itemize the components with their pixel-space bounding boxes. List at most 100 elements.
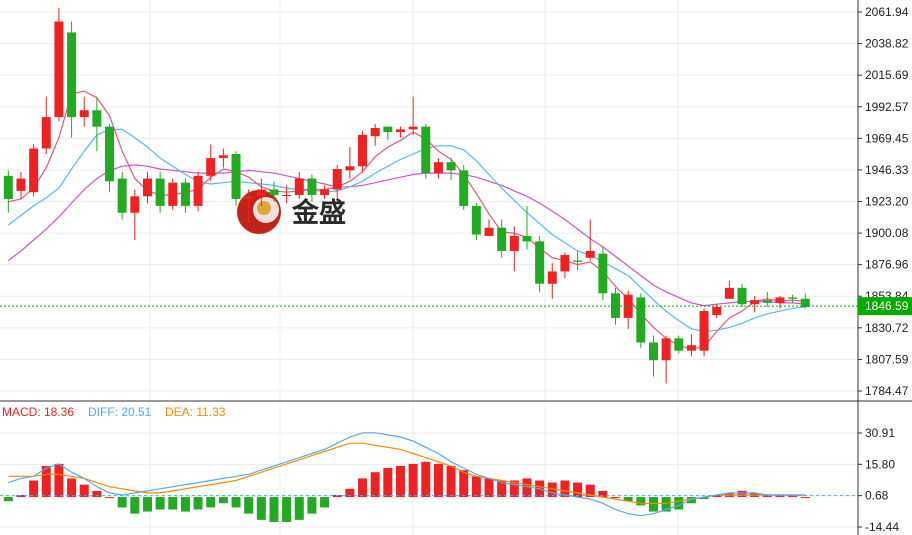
price-tick-label: 1992.57: [865, 100, 909, 114]
candle: [244, 189, 254, 223]
logo-text: 金盛: [291, 197, 346, 229]
macd-bar: [522, 478, 532, 498]
price-tick-label: 1876.96: [865, 258, 909, 272]
candle: [459, 164, 469, 210]
candle: [105, 123, 115, 193]
candle: [395, 126, 405, 138]
candle-body: [560, 255, 570, 272]
candle: [623, 290, 633, 329]
candle-body: [383, 126, 393, 133]
candle-body: [345, 166, 355, 171]
macd-tick-label: -14.44: [865, 520, 899, 534]
price-tick-label: 1830.72: [865, 321, 909, 335]
candle: [92, 96, 102, 152]
candle: [522, 205, 532, 250]
candle-body: [750, 300, 760, 305]
macd-bar: [509, 480, 519, 498]
macd-bar: [345, 488, 355, 498]
ma-short-line: [8, 90, 806, 350]
macd-bar: [484, 478, 494, 498]
macd-bar: [573, 482, 583, 498]
candle-body: [307, 178, 317, 195]
candle: [509, 226, 519, 272]
candle-body: [193, 175, 203, 206]
macd-tick-label: 15.80: [865, 457, 895, 471]
diff-line: [8, 432, 806, 517]
macd-bar: [383, 468, 393, 498]
candle: [231, 151, 241, 206]
macd-bar: [560, 480, 570, 498]
macd-bar: [307, 497, 317, 514]
macd-bar: [41, 465, 51, 498]
candle-body: [686, 345, 696, 351]
candle: [585, 219, 595, 261]
macd-bar: [358, 478, 368, 498]
macd-bar: [142, 497, 152, 512]
candle: [598, 246, 608, 301]
candle-body: [41, 117, 51, 149]
candle-body: [282, 194, 292, 196]
candle: [294, 171, 304, 200]
price-axis: 2061.94 2038.82 2015.69 1992.57 1969.45 1946.…: [858, 5, 912, 398]
candle-body: [421, 126, 431, 174]
candles: [3, 7, 810, 384]
macd-bar: [231, 497, 241, 508]
candle-body: [699, 311, 709, 351]
candle: [547, 263, 557, 299]
ma-mid-line: [7, 128, 806, 333]
candle-body: [16, 178, 26, 191]
candle: [433, 158, 443, 179]
macd-bar: [547, 482, 557, 498]
candle-body: [67, 32, 77, 118]
candle: [41, 96, 51, 154]
candle: [142, 171, 152, 204]
candle-body: [320, 189, 330, 195]
candle: [307, 174, 317, 202]
macd-axis: 30.91 15.80 0.68 -14.44: [858, 426, 899, 534]
candle-body: [231, 153, 241, 200]
macd-bar: [648, 497, 658, 512]
candle: [269, 181, 279, 202]
candle-body: [484, 227, 494, 236]
price-tick-label: 1784.47: [865, 384, 909, 398]
macd-bar: [244, 497, 254, 514]
candle: [737, 283, 747, 307]
candle: [535, 235, 545, 292]
price-tick-label: 1969.45: [865, 131, 909, 145]
candle-body: [459, 170, 469, 206]
candle-body: [79, 110, 89, 118]
macd-bar: [29, 480, 39, 498]
candle: [497, 219, 507, 258]
candle: [79, 96, 89, 127]
candle: [674, 335, 684, 354]
macd-bar: [497, 480, 507, 498]
macd-bar: [585, 484, 595, 498]
candle-body: [648, 342, 658, 361]
candle: [193, 171, 203, 212]
candle: [117, 171, 127, 220]
macd-bar: [459, 470, 469, 498]
macd-bar: [269, 497, 279, 522]
candle: [16, 171, 26, 200]
candle-body: [674, 338, 684, 351]
candle-body: [256, 189, 266, 197]
candle-body: [168, 182, 178, 206]
watermark-logo: 金盛: [237, 190, 346, 234]
macd-bar: [92, 490, 102, 498]
candle: [54, 7, 64, 122]
candle-body: [762, 300, 772, 303]
candle-body: [471, 205, 481, 235]
candle: [762, 291, 772, 307]
macd-bar: [762, 494, 772, 498]
candle: [408, 96, 418, 135]
macd-bar: [193, 497, 203, 510]
candle-body: [105, 126, 115, 182]
candle: [180, 178, 190, 213]
macd-bar: [611, 497, 621, 499]
candle-body: [661, 338, 671, 361]
candle: [218, 148, 228, 168]
macd-bar: [395, 465, 405, 498]
candle: [661, 335, 671, 384]
candle-body: [573, 260, 583, 262]
